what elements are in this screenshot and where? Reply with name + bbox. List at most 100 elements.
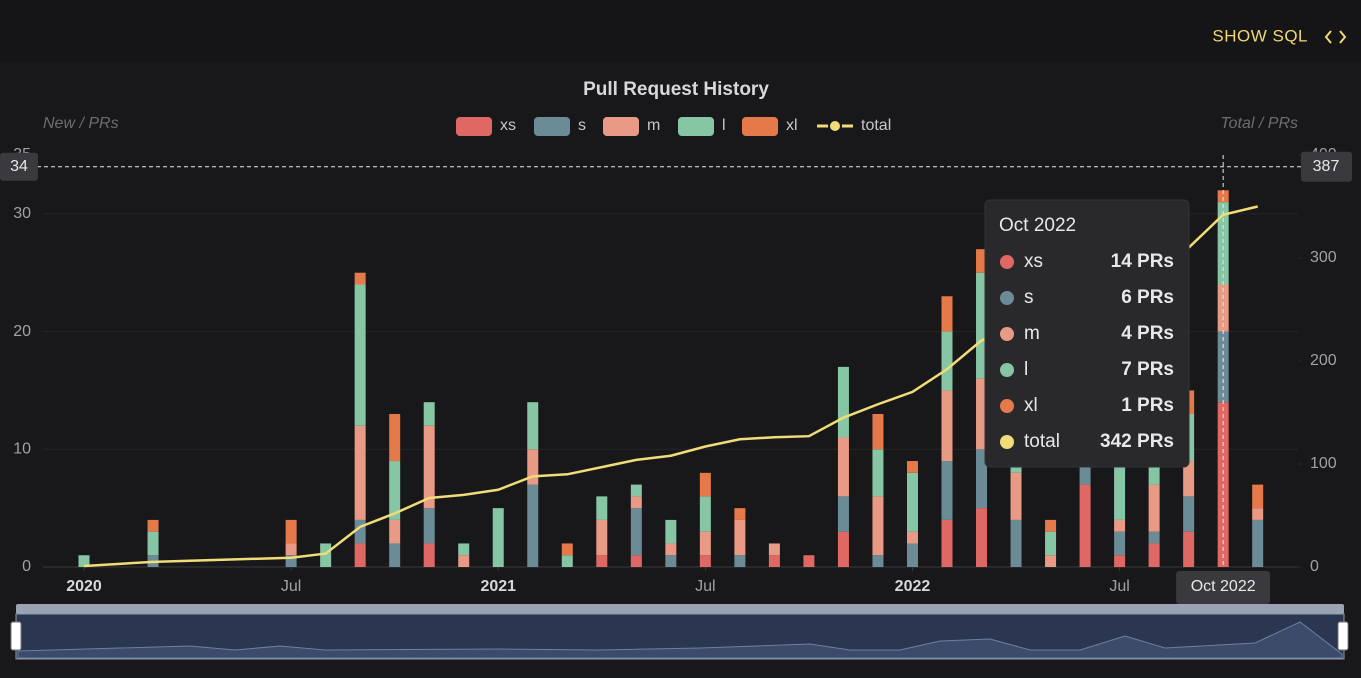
bar-segment — [389, 519, 401, 544]
legend-label[interactable]: total — [861, 117, 891, 134]
legend-label[interactable]: l — [722, 117, 726, 134]
bar-segment — [389, 413, 401, 462]
bar-segment — [423, 543, 435, 567]
tooltip-name: l — [1024, 359, 1028, 380]
bar-segment — [976, 378, 988, 450]
bar-segment — [630, 496, 642, 509]
bar-segment — [1010, 472, 1022, 520]
slider-handle[interactable] — [10, 621, 22, 651]
legend-label[interactable]: xs — [500, 117, 516, 134]
bar-segment — [596, 555, 608, 567]
crosshair-label-bg — [1301, 151, 1352, 182]
bar-segment — [941, 390, 953, 462]
bar-segment — [630, 508, 642, 556]
bar-segment — [1217, 202, 1229, 285]
bar-segment — [458, 543, 470, 556]
bar-segment — [1045, 531, 1057, 556]
tooltip-value: 342 PRs — [1100, 431, 1174, 452]
bar-segment — [976, 249, 988, 273]
bar-segment — [354, 519, 366, 544]
bar-segment — [1217, 284, 1229, 332]
bar-segment — [458, 555, 470, 567]
code-icon[interactable] — [1324, 30, 1347, 44]
y2-tick-label: 200 — [1310, 352, 1337, 369]
bar-segment — [1183, 496, 1195, 532]
bar-segment — [941, 331, 953, 391]
bar-segment — [837, 366, 849, 438]
tooltip-value: 4 PRs — [1121, 323, 1174, 344]
legend-swatch — [534, 117, 570, 136]
bar-segment — [423, 402, 435, 426]
bar-segment — [1079, 461, 1091, 485]
legend-label[interactable]: xl — [786, 117, 798, 134]
bar-segment — [527, 449, 539, 485]
slider-track[interactable] — [16, 604, 1344, 614]
bar-segment — [734, 519, 746, 556]
tooltip-value: 1 PRs — [1121, 395, 1174, 416]
bar-segment — [561, 555, 573, 567]
bar-segment — [389, 543, 401, 567]
y-tick-label: 20 — [13, 323, 31, 340]
zoom-slider[interactable] — [10, 604, 1349, 660]
bar-segment — [354, 425, 366, 520]
bar-segment — [78, 555, 90, 567]
bar-segment — [354, 272, 366, 285]
bar-segment — [872, 449, 884, 497]
legend-swatch — [456, 117, 492, 136]
bar-segment — [665, 543, 677, 556]
bar-segment — [699, 531, 711, 556]
bar-segment — [1252, 508, 1264, 520]
slider-handle[interactable] — [1337, 621, 1349, 651]
tooltip-box — [984, 199, 1190, 468]
bar-segment — [147, 531, 159, 556]
bar-segment — [285, 555, 297, 567]
bar-segment — [906, 543, 918, 567]
x-tick-label: Jul — [281, 578, 301, 595]
legend-swatch — [678, 117, 714, 136]
bar-segment — [1252, 519, 1264, 567]
bar-segment — [941, 461, 953, 520]
bar-segment — [872, 555, 884, 567]
tooltip-name: xs — [1024, 251, 1043, 272]
tooltip-title: Oct 2022 — [999, 215, 1076, 236]
bar-segment — [596, 496, 608, 520]
bar-segment — [1114, 437, 1126, 520]
tooltip-name: total — [1024, 431, 1060, 452]
tooltip-marker — [1000, 435, 1014, 449]
bar-segment — [734, 508, 746, 520]
crosshair-label-bg — [0, 152, 38, 181]
crosshair-y2-label: 387 — [1313, 158, 1340, 175]
bar-segment — [354, 543, 366, 567]
bar-segment — [837, 437, 849, 497]
header-bar — [0, 0, 1361, 62]
bar-segment — [699, 555, 711, 567]
bar-segment — [699, 496, 711, 532]
y-tick-label: 10 — [13, 441, 31, 458]
chart-title: Pull Request History — [583, 79, 769, 100]
bar-segment — [630, 555, 642, 567]
tooltip-value: 14 PRs — [1111, 251, 1174, 272]
y2-axis-label: Total / PRs — [1220, 115, 1298, 132]
x-tick-label: Jul — [695, 578, 715, 595]
bar-segment — [1079, 484, 1091, 567]
show-sql-button[interactable]: SHOW SQL — [1212, 26, 1308, 45]
bar-segment — [1183, 531, 1195, 567]
bar-segment — [492, 508, 504, 567]
bar-segment — [906, 472, 918, 532]
bar-segment — [1045, 555, 1057, 567]
bar-segment — [976, 449, 988, 509]
bar-segment — [147, 519, 159, 532]
bar-segment — [1252, 484, 1264, 509]
bar-segment — [837, 531, 849, 567]
x-tick-label: 2021 — [480, 578, 516, 595]
tooltip: Oct 2022 xs 14 PRs s 6 PRs m 4 PRs l 7 PRs xl 1 PR… — [984, 199, 1190, 468]
bar-segment — [837, 496, 849, 532]
tooltip-value: 6 PRs — [1121, 287, 1174, 308]
bar-segment — [906, 531, 918, 544]
legend-label[interactable]: s — [578, 117, 586, 134]
bar-segment — [1114, 519, 1126, 532]
legend-label[interactable]: m — [647, 117, 660, 134]
bar-segment — [596, 519, 608, 556]
y-tick-label: 30 — [13, 205, 31, 222]
bar-segment — [976, 272, 988, 379]
